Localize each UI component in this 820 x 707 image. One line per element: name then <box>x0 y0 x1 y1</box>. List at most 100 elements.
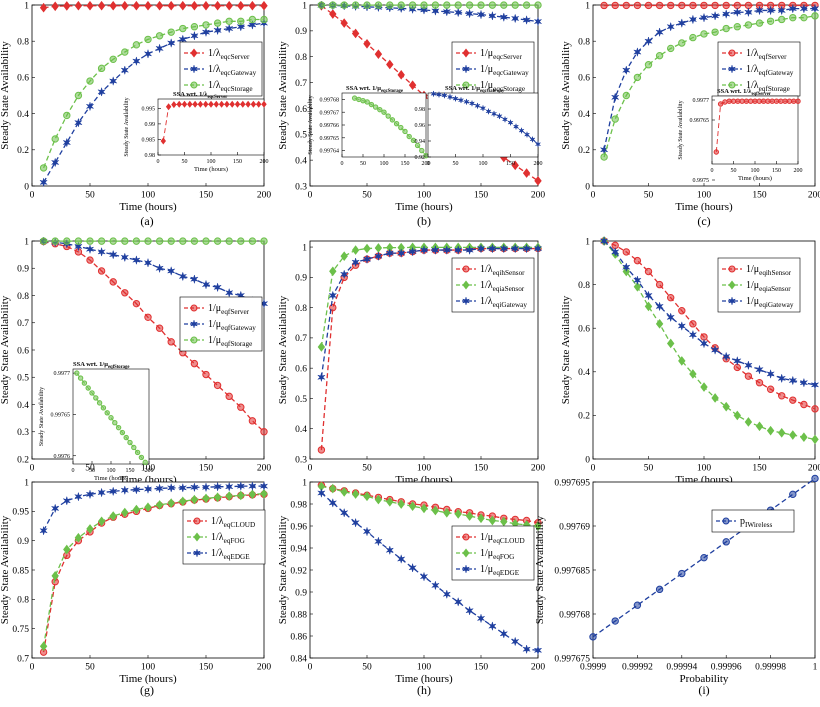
x-tick-label: 50 <box>85 464 95 474</box>
series-point <box>733 23 741 31</box>
inset-x-tick-label: 100 <box>479 161 488 167</box>
x-tick-label: 50 <box>362 464 372 474</box>
series-point <box>237 490 245 501</box>
inset-x-tick-label: 0 <box>427 161 430 167</box>
series-point <box>722 1 730 10</box>
series-point <box>766 385 775 393</box>
series-point <box>811 12 819 20</box>
y-tick-label: 1 <box>585 237 590 247</box>
y-tick-label: 0.997685 <box>554 566 590 576</box>
x-axis-label: Time (hours) <box>395 673 453 685</box>
series-point <box>655 585 664 594</box>
inset-series-point <box>735 98 741 104</box>
series-point <box>63 237 71 245</box>
series-point <box>755 364 764 375</box>
series-point <box>109 0 117 11</box>
inset-y-tick-label: 0.96 <box>415 123 426 129</box>
series-point <box>237 403 245 411</box>
series-point <box>500 1 508 9</box>
inset-plot-frame <box>427 92 539 158</box>
inset-series-point <box>479 104 487 112</box>
series-point <box>689 369 697 379</box>
series-point <box>655 27 664 38</box>
inset-plot-frame <box>711 95 799 165</box>
y-axis-label: Steady State Availability <box>277 295 289 404</box>
inset-series-point <box>795 98 801 104</box>
series-point <box>386 496 394 507</box>
series-point <box>699 12 709 23</box>
series-point <box>667 1 675 10</box>
series-point <box>63 544 71 555</box>
series-point <box>120 65 130 76</box>
series-point <box>178 271 188 282</box>
series-point <box>213 481 222 492</box>
inset-series-point <box>187 100 193 108</box>
series-point <box>778 392 786 400</box>
legend-marker <box>189 64 199 74</box>
series-point <box>408 501 417 512</box>
series-point <box>778 15 786 24</box>
series-point <box>260 0 268 11</box>
legend-marker <box>193 517 201 525</box>
series-point <box>167 237 175 245</box>
inset-y-axis-label: Steady State Availability <box>124 97 130 156</box>
series-point <box>248 19 257 30</box>
inset-title: SSA wrt. 1/μeqcStorage <box>346 85 403 94</box>
series-point <box>86 237 94 245</box>
series-point <box>340 487 348 497</box>
inset-x-tick-label: 50 <box>453 161 459 167</box>
series-point <box>97 0 106 11</box>
inset-series-point <box>112 419 118 426</box>
series-point <box>109 55 117 63</box>
series-point <box>190 30 199 41</box>
series-point <box>97 267 106 275</box>
series-point <box>74 117 83 128</box>
series-point <box>789 490 797 499</box>
y-tick-label: 0.3 <box>295 182 307 192</box>
series-point <box>97 246 106 257</box>
x-tick-label: 0 <box>308 663 313 673</box>
series-point <box>488 10 497 21</box>
series-point <box>237 17 245 25</box>
x-tick-label: 200 <box>257 663 272 673</box>
inset-series-point <box>717 101 724 107</box>
inset-x-axis-label: Time (hours) <box>94 475 128 482</box>
series-point <box>408 4 417 15</box>
inset-series-point <box>529 135 536 144</box>
series-point <box>351 1 360 9</box>
series-point <box>340 251 348 261</box>
series-point <box>689 1 697 10</box>
series-point <box>744 360 753 371</box>
inset-series-point <box>240 100 246 108</box>
series-point <box>655 51 664 60</box>
inset-series-point <box>176 100 182 108</box>
panel-d: 0 50 100 150 200 0.2 0.3 0.4 0.5 0.6 0.7 0.8 0.9 1 Tim… <box>0 236 271 503</box>
series-point <box>248 489 257 500</box>
series-point <box>622 1 630 10</box>
inset-series-point <box>229 100 235 108</box>
y-tick-label: 0.2 <box>578 146 590 156</box>
series-point <box>190 494 199 505</box>
y-tick-label: 0.86 <box>290 632 307 642</box>
x-tick-label: 200 <box>808 191 820 201</box>
series-point <box>260 237 268 245</box>
series-point <box>711 393 719 403</box>
series-point <box>374 251 383 262</box>
x-tick-label: 150 <box>752 464 767 474</box>
inset-series-point <box>782 98 788 104</box>
series-point <box>109 511 117 521</box>
x-tick-label: 150 <box>752 191 767 201</box>
series-point <box>202 0 210 11</box>
y-axis-label: Steady State Availability <box>534 515 546 624</box>
x-tick-label: 200 <box>257 191 272 201</box>
inset-y-tick-label: 0.99 <box>145 122 156 128</box>
y-tick-label: 0.9 <box>295 274 307 284</box>
series-point <box>329 483 337 494</box>
series-point <box>86 77 94 85</box>
series-point <box>260 428 268 436</box>
series-point <box>167 28 175 36</box>
inset-y-tick-label: 0.98 <box>415 107 426 113</box>
series-point <box>179 24 187 33</box>
series-point <box>633 73 642 82</box>
series-point <box>121 289 129 297</box>
